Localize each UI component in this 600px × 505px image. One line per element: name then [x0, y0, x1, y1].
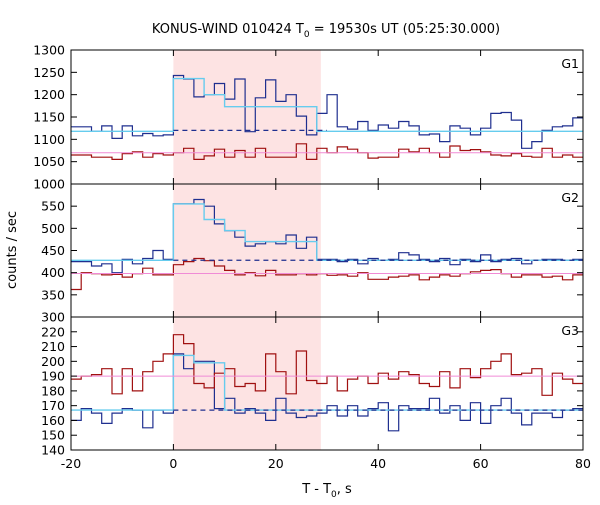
g2-blue-hist-line — [71, 198, 583, 274]
g1-ytick-label: 1200 — [33, 87, 65, 102]
xtick-label: 20 — [268, 456, 284, 471]
xtick-label: -20 — [61, 456, 81, 471]
g2-ytick-label: 500 — [41, 221, 65, 236]
g3-ytick-label: 190 — [41, 369, 65, 384]
g3-ytick-label: 160 — [41, 413, 65, 428]
g2-shaded-interval — [173, 184, 321, 317]
ticks-layer — [70, 49, 584, 451]
g3-red-hist-line — [71, 334, 583, 396]
g2-panel-frame — [70, 183, 584, 318]
xtick-label: 0 — [169, 456, 177, 471]
g1-ytick-label: 1050 — [33, 154, 65, 169]
g3-ytick-label: 140 — [41, 443, 65, 458]
chart-title: KONUS-WIND 010424 T0 = 19530s UT (05:25:… — [152, 22, 500, 40]
g2-ytick-label: 550 — [41, 199, 65, 214]
g2-panel-label: G2 — [561, 190, 579, 205]
g1-blue-hist-line — [71, 74, 583, 149]
g2-ytick-label: 450 — [41, 243, 65, 258]
g3-ytick-label: 220 — [41, 324, 65, 339]
g1-ytick-label: 1150 — [33, 110, 65, 125]
g1-panel-label: G1 — [561, 56, 579, 71]
xtick-label: 40 — [370, 456, 386, 471]
g2-cyan-model-line — [71, 203, 583, 261]
g3-ytick-label: 170 — [41, 398, 65, 413]
shade-layer — [173, 50, 321, 450]
g2-ytick-label: 400 — [41, 265, 65, 280]
series-layer — [71, 74, 583, 432]
g3-ytick-label: 200 — [41, 354, 65, 369]
g1-ytick-label: 1100 — [33, 132, 65, 147]
g3-panel-frame — [70, 316, 584, 451]
g3-ytick-label: 180 — [41, 383, 65, 398]
xtick-label: 80 — [575, 456, 591, 471]
xtick-label: 60 — [473, 456, 489, 471]
g3-ytick-label: 150 — [41, 428, 65, 443]
g3-ytick-label: 210 — [41, 339, 65, 354]
g1-cyan-model-line — [71, 77, 583, 132]
g1-ytick-label: 1300 — [33, 43, 65, 58]
g3-panel-label: G3 — [561, 323, 579, 338]
x-axis-title: T - T0, s — [301, 482, 352, 500]
g2-ytick-label: 350 — [41, 287, 65, 302]
g1-panel-frame — [70, 49, 584, 185]
labels-layer: 1000105011001150120012501300G13003504004… — [5, 22, 591, 500]
g1-ytick-label: 1000 — [33, 177, 65, 192]
g2-ytick-label: 300 — [41, 310, 65, 325]
g3-blue-hist-line — [71, 353, 583, 432]
g1-ytick-label: 1250 — [33, 65, 65, 80]
y-axis-title: counts / sec — [5, 211, 20, 289]
g1-red-hist-line — [71, 143, 583, 160]
g1-shaded-interval — [173, 50, 321, 184]
